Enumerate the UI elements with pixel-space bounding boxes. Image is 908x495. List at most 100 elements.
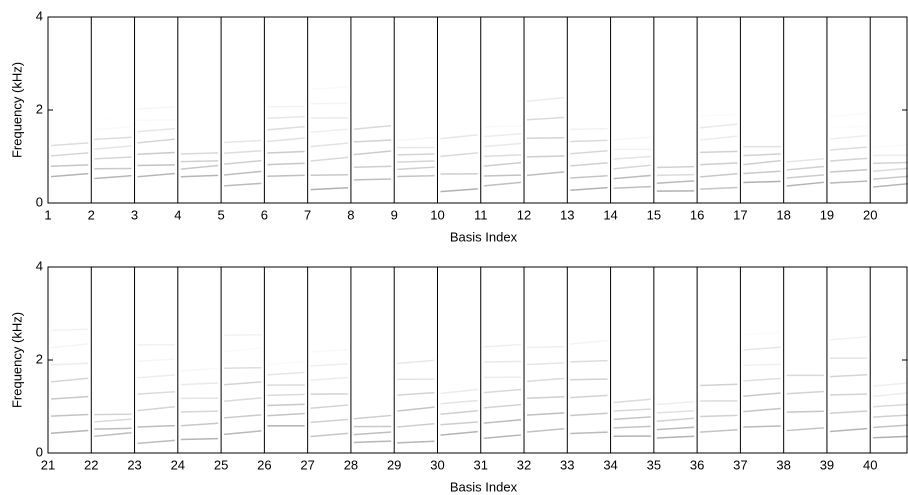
x-tick-label: 1 [44,207,51,222]
spectral-texture [786,165,825,171]
x-tick-label: 17 [733,207,747,222]
spectral-texture [743,180,781,184]
spectral-texture [180,160,219,163]
y-tick-label: 4 [36,8,43,23]
spectral-texture [700,414,738,418]
spectral-texture [526,395,565,399]
spectral-texture [137,105,175,110]
spectral-texture [570,139,608,143]
spectral-texture [180,152,219,155]
spectral-texture [50,413,89,417]
spectral-texture [483,360,522,363]
spectral-texture [700,383,738,387]
x-tick-label: 9 [391,207,398,222]
spectral-texture [483,132,522,138]
spectral-texture [526,96,565,102]
spectral-texture [700,429,738,433]
spectral-texture [310,363,348,367]
spectral-texture [700,123,738,129]
spectral-texture [180,174,219,178]
x-tick-label: 11 [474,207,488,222]
spectral-texture [656,417,695,423]
spectral-texture [483,142,522,148]
spectral-texture [526,311,565,315]
spectral-texture [267,371,305,376]
spectral-texture [137,138,175,144]
spectral-texture [786,410,824,413]
y-tick-label: 2 [36,351,43,366]
spectral-texture [310,86,348,91]
spectral-texture [483,434,522,440]
spectral-texture [267,150,305,154]
spectral-texture [570,394,608,399]
spectral-texture [180,437,219,441]
x-tick-label: 14 [603,207,617,222]
spectral-texture [873,182,908,188]
spectral-texture [526,171,565,177]
x-tick-label: 4 [174,207,181,222]
spectral-texture [310,128,348,134]
spectral-texture [873,424,908,429]
spectral-texture [397,391,435,396]
spectral-texture [743,315,781,321]
x-tick-label: 30 [430,457,444,472]
spectral-texture [613,174,651,180]
spectral-texture [700,162,738,166]
spectral-texture [570,175,608,179]
spectral-texture [267,360,305,366]
spectral-texture [656,410,695,414]
x-tick-label: 26 [257,457,271,472]
x-tick-label: 13 [560,207,574,222]
spectral-texture [829,427,868,433]
y-tick-label: 2 [36,101,43,116]
spectral-texture [137,172,175,178]
spectral-texture [353,124,392,131]
spectral-texture [94,431,132,438]
spectral-texture [873,403,908,408]
spectral-texture [786,174,825,179]
spectral-texture [310,376,348,381]
spectral-texture [613,425,651,429]
spectral-texture [873,143,908,149]
spectral-texture [94,136,132,141]
x-tick-label: 27 [300,457,314,472]
spectral-texture [440,152,478,158]
spectral-texture [613,136,651,141]
spectral-texture [353,150,392,156]
spectral-texture [483,419,522,424]
spectral-texture [743,346,781,351]
x-tick-label: 19 [820,207,834,222]
spectral-texture [483,161,522,167]
spectral-texture [526,326,565,332]
spectral-texture [50,343,89,349]
spectral-texture [50,362,89,366]
spectral-texture [829,336,868,341]
x-tick-label: 12 [517,207,531,222]
spectral-texture [440,388,478,395]
x-tick-label: 39 [820,457,834,472]
spectral-texture [613,125,651,131]
spectral-texture [829,300,868,305]
spectral-texture [743,407,781,413]
spectral-texture [310,404,348,410]
spectral-texture [829,157,868,162]
spectral-texture [94,126,132,131]
spectral-texture [267,351,305,356]
spectral-texture [570,339,608,345]
spectral-texture [440,188,478,193]
spectral-texture [700,135,738,141]
x-tick-label: 37 [733,457,747,472]
spectral-texture [267,115,305,120]
spectral-texture [743,159,781,166]
spectral-texture [267,125,305,131]
spectral-texture [310,432,348,438]
x-tick-label: 7 [304,207,311,222]
spectral-texture [829,393,868,396]
spectral-texture [829,134,868,140]
spectral-texture [137,127,175,133]
spectral-texture [50,142,89,147]
spectral-texture [267,137,305,143]
x-axis-label: Basis Index [450,479,518,494]
spectral-texture [353,178,392,181]
spectral-texture [310,418,348,424]
